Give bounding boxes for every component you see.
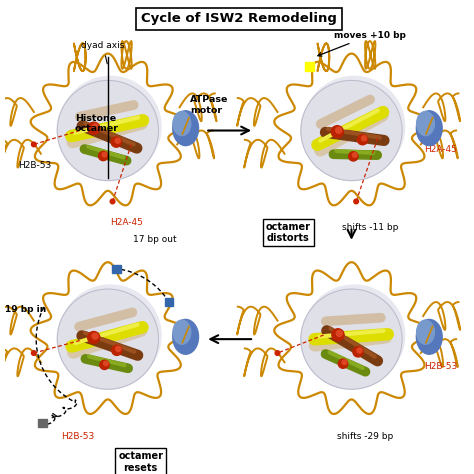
- Circle shape: [352, 153, 357, 157]
- Circle shape: [303, 76, 405, 177]
- Text: H2B-53: H2B-53: [18, 161, 52, 170]
- Circle shape: [334, 107, 374, 146]
- Circle shape: [92, 124, 98, 130]
- Text: shifts -11 bp: shifts -11 bp: [342, 223, 399, 232]
- Text: moves +10 bp: moves +10 bp: [318, 31, 406, 56]
- Circle shape: [301, 81, 402, 181]
- Circle shape: [361, 136, 366, 141]
- Circle shape: [99, 151, 108, 161]
- Circle shape: [319, 91, 390, 162]
- Circle shape: [116, 346, 121, 351]
- Text: H2A-45: H2A-45: [110, 218, 143, 227]
- Bar: [38, 419, 47, 428]
- Text: H2B-53: H2B-53: [424, 363, 457, 372]
- Circle shape: [110, 199, 115, 204]
- Circle shape: [353, 347, 363, 357]
- Circle shape: [275, 351, 280, 356]
- Circle shape: [334, 315, 374, 355]
- Text: H2A-45: H2A-45: [424, 145, 457, 154]
- Circle shape: [88, 122, 100, 134]
- Circle shape: [57, 81, 158, 181]
- Circle shape: [90, 107, 131, 146]
- Circle shape: [332, 329, 344, 341]
- Circle shape: [31, 351, 36, 356]
- Circle shape: [336, 128, 342, 133]
- Circle shape: [349, 152, 358, 161]
- Text: 17 bp out: 17 bp out: [133, 235, 176, 244]
- Circle shape: [337, 330, 342, 337]
- Circle shape: [357, 135, 368, 145]
- Circle shape: [31, 142, 36, 147]
- Text: 19 bp in: 19 bp in: [5, 304, 46, 313]
- Text: ATPase
motor: ATPase motor: [190, 95, 228, 115]
- Circle shape: [354, 199, 358, 204]
- Bar: [112, 264, 121, 273]
- Ellipse shape: [416, 111, 442, 146]
- Bar: [305, 63, 313, 71]
- Text: octamer
distorts: octamer distorts: [266, 222, 311, 243]
- Circle shape: [319, 300, 390, 370]
- Circle shape: [103, 361, 108, 366]
- Circle shape: [75, 91, 146, 162]
- Circle shape: [90, 315, 131, 355]
- Text: Cycle of ISW2 Remodeling: Cycle of ISW2 Remodeling: [141, 12, 337, 25]
- Circle shape: [60, 285, 161, 385]
- Circle shape: [303, 285, 405, 385]
- Circle shape: [88, 331, 100, 344]
- Text: H2B-53: H2B-53: [61, 432, 94, 441]
- Circle shape: [111, 137, 121, 147]
- Circle shape: [115, 138, 120, 143]
- Ellipse shape: [173, 111, 191, 136]
- Circle shape: [102, 152, 107, 157]
- Circle shape: [301, 289, 402, 389]
- Ellipse shape: [417, 111, 434, 136]
- Circle shape: [75, 300, 146, 370]
- Text: Histone
octamer: Histone octamer: [74, 114, 118, 133]
- Circle shape: [357, 348, 362, 353]
- Bar: [165, 298, 173, 306]
- Ellipse shape: [416, 319, 442, 354]
- Circle shape: [112, 345, 122, 356]
- Circle shape: [57, 289, 158, 389]
- Circle shape: [92, 333, 98, 339]
- Ellipse shape: [173, 319, 199, 354]
- Ellipse shape: [173, 111, 199, 146]
- Text: shifts -29 bp: shifts -29 bp: [337, 432, 394, 441]
- Circle shape: [100, 360, 109, 370]
- Circle shape: [60, 76, 161, 177]
- Circle shape: [338, 359, 348, 368]
- Text: octamer
resets: octamer resets: [118, 451, 163, 473]
- Ellipse shape: [173, 320, 191, 344]
- Circle shape: [342, 360, 347, 365]
- Text: dyad axis: dyad axis: [82, 41, 125, 64]
- Ellipse shape: [417, 320, 434, 344]
- Circle shape: [331, 126, 343, 138]
